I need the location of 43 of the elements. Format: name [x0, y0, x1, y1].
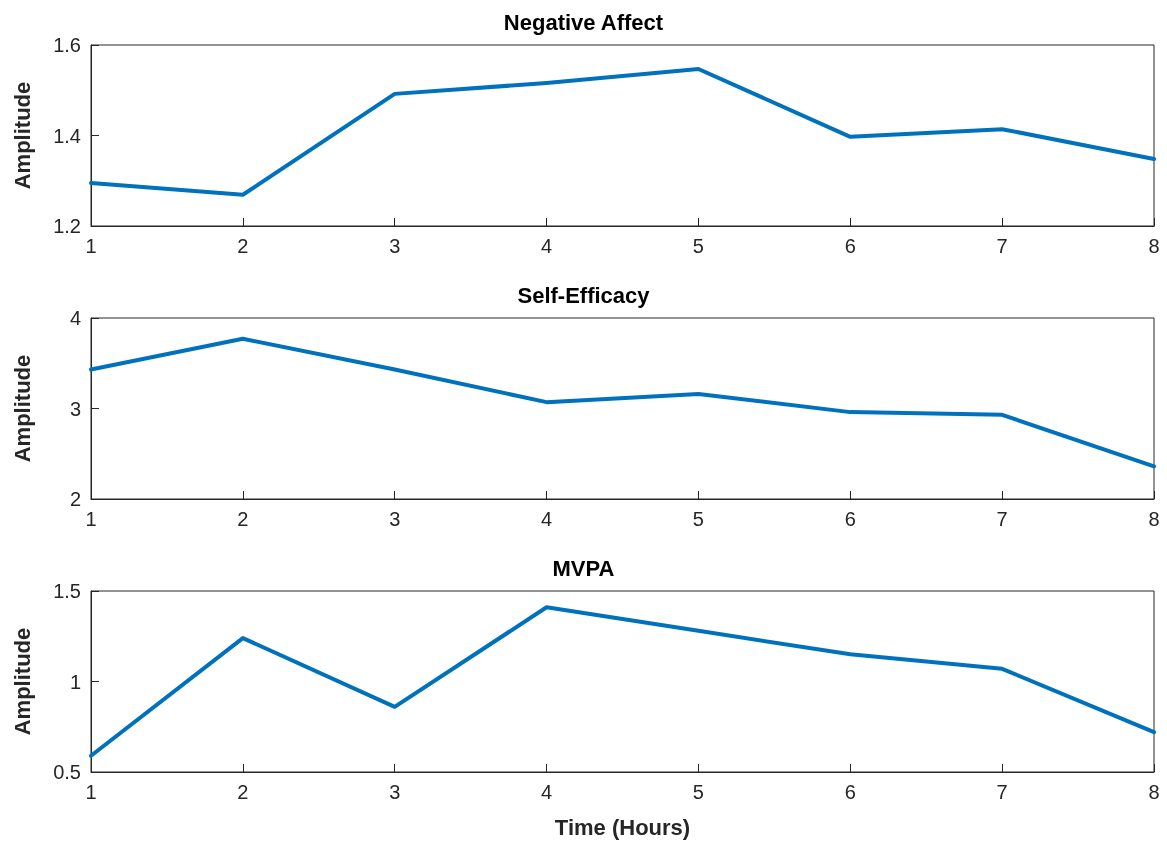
x-tick-label: 5: [692, 235, 704, 257]
y-axis-title: Amplitude: [9, 81, 35, 190]
y-tick-label: 3: [69, 397, 81, 420]
x-tick-label: 5: [692, 781, 704, 803]
y-tick-label: 4: [69, 307, 81, 329]
chart-title: MVPA: [552, 555, 615, 581]
x-tick-label: 1: [85, 781, 97, 803]
y-tick-label: 0.5: [53, 761, 81, 783]
chart-title: Self-Efficacy: [517, 282, 651, 308]
y-tick-label: 1.4: [53, 124, 81, 147]
x-tick-label: 8: [1148, 508, 1160, 530]
y-axis-title: Amplitude: [9, 627, 35, 736]
y-tick-label: 1.5: [53, 580, 81, 602]
x-tick-label: 1: [85, 508, 97, 530]
x-tick-label: 1: [85, 235, 97, 257]
x-tick-label: 4: [541, 235, 553, 257]
x-tick-label: 6: [844, 781, 856, 803]
x-tick-label: 3: [389, 235, 401, 257]
x-tick-label: 2: [237, 781, 249, 803]
x-tick-label: 3: [389, 508, 401, 530]
y-tick-label: 1: [69, 670, 81, 693]
x-tick-label: 8: [1148, 235, 1160, 257]
x-tick-label: 4: [541, 781, 553, 803]
x-tick-label: 7: [996, 235, 1008, 257]
x-tick-label: 2: [237, 508, 249, 530]
x-axis-title: Time (Hours): [554, 814, 691, 840]
x-tick-label: 7: [996, 508, 1008, 530]
line-series: [89, 66, 1156, 197]
y-tick-label: 1.2: [53, 215, 81, 237]
x-tick-label: 8: [1148, 781, 1160, 803]
line-series: [89, 605, 1156, 758]
x-tick-label: 6: [844, 508, 856, 530]
chart-title: Negative Affect: [503, 9, 664, 35]
x-tick-label: 4: [541, 508, 553, 530]
x-tick-label: 6: [844, 235, 856, 257]
line-series: [89, 336, 1156, 469]
y-tick-label: 1.6: [53, 34, 81, 56]
x-tick-label: 2: [237, 235, 249, 257]
y-axis-title: Amplitude: [9, 354, 35, 463]
x-tick-label: 5: [692, 508, 704, 530]
x-tick-label: 3: [389, 781, 401, 803]
x-tick-label: 7: [996, 781, 1008, 803]
y-tick-label: 2: [69, 488, 81, 510]
